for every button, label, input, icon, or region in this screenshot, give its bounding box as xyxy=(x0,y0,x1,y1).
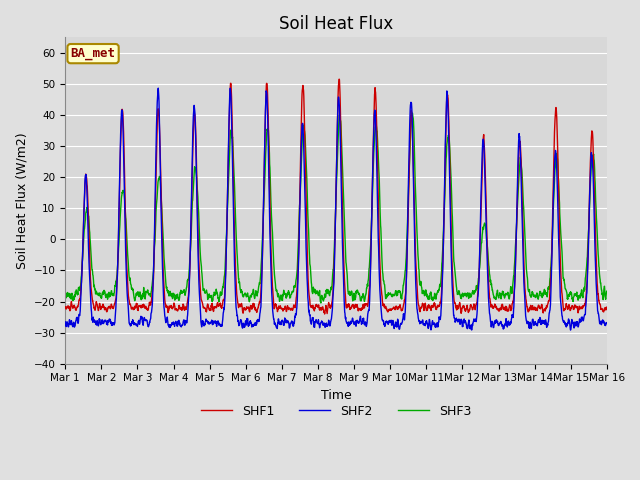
Y-axis label: Soil Heat Flux (W/m2): Soil Heat Flux (W/m2) xyxy=(15,132,28,269)
SHF3 xyxy=(352,294,360,300)
SHF1 xyxy=(494,307,502,313)
SHF3 xyxy=(556,200,563,206)
SHF2 xyxy=(212,323,220,328)
SHF1 xyxy=(335,76,343,82)
SHF1 xyxy=(352,303,360,309)
SHF3 xyxy=(364,283,371,288)
Legend: SHF1, SHF2, SHF3: SHF1, SHF2, SHF3 xyxy=(196,400,477,423)
SHF1 xyxy=(571,303,579,309)
Title: Soil Heat Flux: Soil Heat Flux xyxy=(279,15,393,33)
SHF3 xyxy=(408,110,416,116)
SHF2 xyxy=(493,318,501,324)
SHF3 xyxy=(212,286,220,292)
Line: SHF1: SHF1 xyxy=(65,79,607,314)
SHF2 xyxy=(61,319,69,324)
SHF3 xyxy=(603,288,611,294)
SHF3 xyxy=(61,293,69,299)
SHF1 xyxy=(556,230,563,236)
SHF1 xyxy=(364,302,372,308)
SHF2 xyxy=(566,327,574,333)
SHF1 xyxy=(212,304,220,310)
SHF2 xyxy=(364,312,371,318)
Text: BA_met: BA_met xyxy=(70,47,116,60)
SHF1 xyxy=(61,304,69,310)
SHF2 xyxy=(154,85,162,91)
Line: SHF2: SHF2 xyxy=(65,88,607,330)
Line: SHF3: SHF3 xyxy=(65,113,607,303)
SHF3 xyxy=(494,292,502,298)
SHF2 xyxy=(556,258,563,264)
SHF1 xyxy=(321,311,328,317)
SHF3 xyxy=(317,300,324,306)
SHF2 xyxy=(603,320,611,325)
SHF2 xyxy=(571,321,579,326)
X-axis label: Time: Time xyxy=(321,389,351,402)
SHF3 xyxy=(571,291,579,297)
SHF2 xyxy=(352,322,360,327)
SHF1 xyxy=(603,307,611,312)
